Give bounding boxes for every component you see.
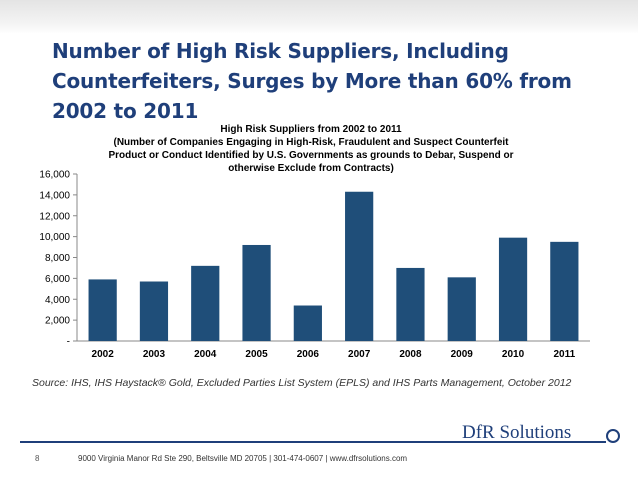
footer-rule xyxy=(20,441,606,443)
bar xyxy=(139,281,169,341)
page-number: 8 xyxy=(35,454,40,463)
bar xyxy=(345,191,374,341)
x-tick-label: 2011 xyxy=(553,349,575,360)
chart-subtitle-line-2: Product or Conduct Identified by U.S. Go… xyxy=(108,150,513,161)
y-tick-label: 10,000 xyxy=(39,232,70,243)
y-tick-label: 14,000 xyxy=(39,190,70,201)
bar xyxy=(88,279,117,341)
y-tick-label: 6,000 xyxy=(45,274,70,285)
bar xyxy=(293,305,322,341)
footer-address: 9000 Virginia Manor Rd Ste 290, Beltsvil… xyxy=(78,454,408,463)
bar xyxy=(498,237,528,341)
top-band xyxy=(0,0,638,34)
bar xyxy=(550,241,579,341)
plot-area: - 2,000 4,000 6,000 8,000 10,000 12,000 14,000 1… xyxy=(39,170,590,360)
bar xyxy=(396,267,425,341)
x-tick-label: 2005 xyxy=(245,349,268,360)
y-tick-label: - xyxy=(67,337,70,348)
x-tick-label: 2009 xyxy=(451,349,474,360)
y-tick-label: 12,000 xyxy=(39,211,70,222)
chart-subtitle-line-1: (Number of Companies Engaging in High-Ri… xyxy=(113,137,509,148)
bar xyxy=(242,244,271,341)
logo-ring-icon xyxy=(606,429,620,443)
slide-title: Number of High Risk Suppliers, Including… xyxy=(52,39,572,123)
x-tick-label: 2007 xyxy=(348,349,371,360)
company-logo: DfR Solutions xyxy=(462,422,572,443)
x-tick-label: 2002 xyxy=(92,349,115,360)
y-tick-label: 4,000 xyxy=(45,295,70,306)
bar xyxy=(191,265,220,341)
bar-chart: High Risk Suppliers from 2002 to 2011 (N… xyxy=(39,124,590,360)
y-tick-label: 2,000 xyxy=(45,316,70,327)
x-tick-label: 2008 xyxy=(399,349,422,360)
chart-title: High Risk Suppliers from 2002 to 2011 xyxy=(220,124,402,135)
y-tick-label: 16,000 xyxy=(39,170,70,181)
bar xyxy=(447,277,476,341)
source-note: Source: IHS, IHS Haystack® Gold, Exclude… xyxy=(32,377,572,389)
y-tick-label: 8,000 xyxy=(45,253,70,264)
chart-subtitle-line-3: otherwise Exclude from Contracts) xyxy=(228,163,394,174)
x-tick-label: 2004 xyxy=(194,349,217,360)
x-tick-label: 2006 xyxy=(297,349,320,360)
x-tick-label: 2010 xyxy=(502,349,525,360)
x-tick-label: 2003 xyxy=(143,349,166,360)
